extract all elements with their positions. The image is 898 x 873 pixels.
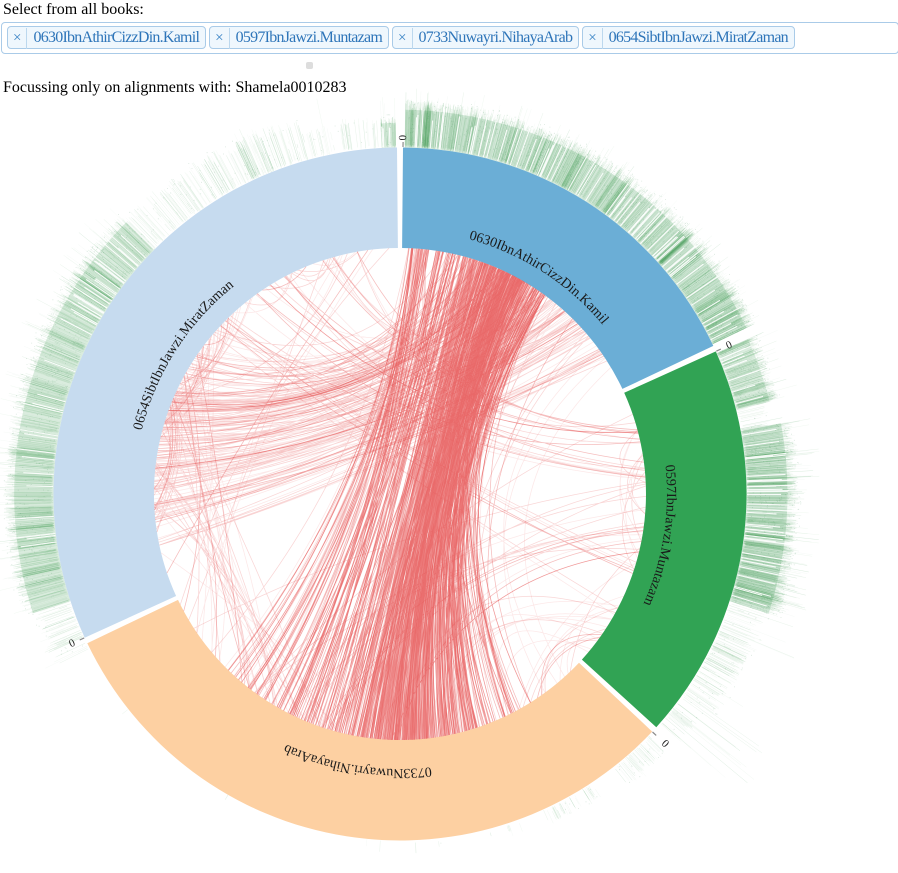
svg-text:0: 0	[397, 134, 409, 140]
svg-text:0: 0	[67, 637, 77, 650]
svg-text:0: 0	[659, 738, 672, 751]
svg-text:0: 0	[724, 339, 734, 352]
